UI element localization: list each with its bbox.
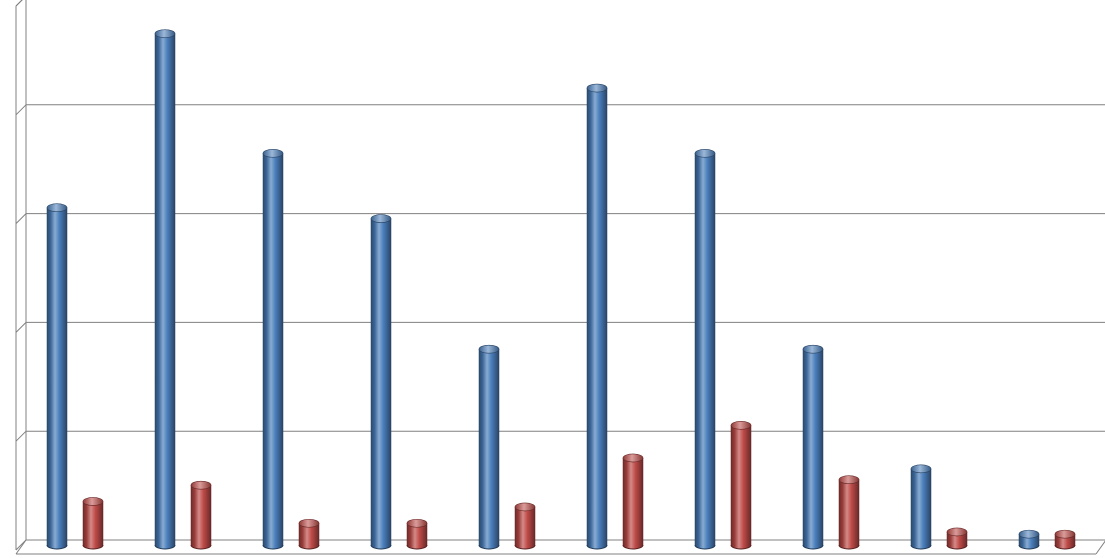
bar-series-b: [191, 481, 211, 549]
bar-series-a: [1019, 530, 1039, 549]
bar-series-a: [695, 149, 715, 549]
bar-series-a: [587, 84, 607, 549]
bar-series-b: [299, 519, 319, 549]
bar-series-b: [83, 497, 103, 549]
bar-chart: [0, 0, 1105, 558]
bar-series-a: [155, 30, 175, 549]
bar-series-a: [911, 465, 931, 549]
bar-series-a: [47, 204, 67, 549]
bar-series-b: [1055, 530, 1075, 549]
bar-series-b: [515, 503, 535, 549]
bar-series-b: [407, 519, 427, 549]
bar-series-a: [803, 345, 823, 549]
bar-series-b: [947, 528, 967, 549]
bar-series-b: [623, 454, 643, 549]
bar-series-a: [263, 149, 283, 549]
bar-series-b: [839, 476, 859, 549]
bar-series-a: [371, 215, 391, 549]
bar-series-a: [479, 345, 499, 549]
bar-series-b: [731, 421, 751, 549]
